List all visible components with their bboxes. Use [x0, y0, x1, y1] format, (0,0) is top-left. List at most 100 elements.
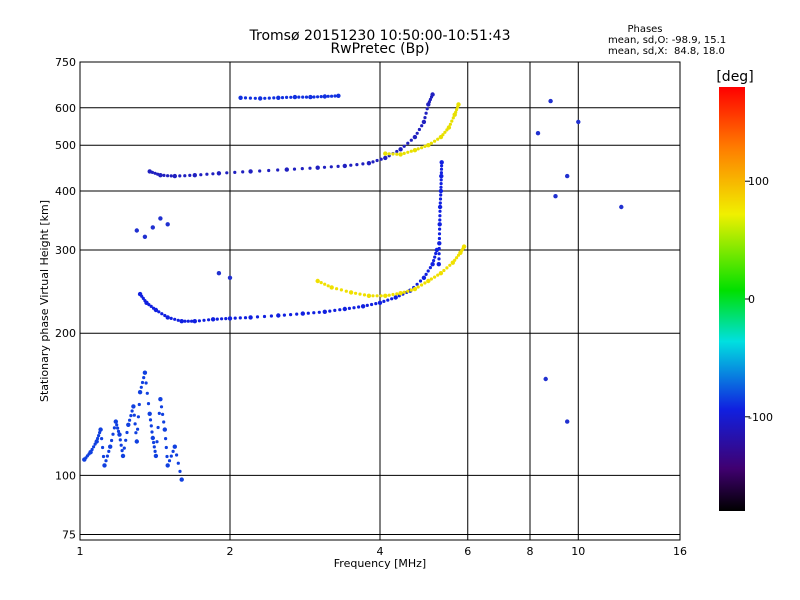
data-point — [284, 167, 289, 172]
data-point — [348, 290, 354, 295]
data-point — [113, 419, 119, 424]
data-point — [142, 370, 148, 375]
data-point — [330, 94, 334, 98]
data-point — [361, 162, 365, 166]
data-point — [149, 304, 153, 308]
data-point — [300, 167, 304, 171]
data-point — [391, 292, 395, 297]
data-point — [258, 169, 262, 173]
data-point — [308, 94, 313, 100]
data-point — [329, 285, 334, 290]
data-point — [354, 291, 358, 295]
data-point — [158, 173, 163, 178]
y-tick-label: 200 — [55, 327, 76, 340]
data-point — [409, 288, 413, 292]
data-point — [456, 102, 461, 107]
data-point — [192, 319, 197, 324]
data-point — [199, 173, 203, 177]
y-tick-labels: 75 100 200 300 400 500 600 750 — [55, 56, 76, 541]
data-point — [243, 96, 248, 100]
data-point — [424, 111, 428, 115]
phase-info-heading: Phases — [627, 24, 662, 35]
data-point — [139, 385, 143, 389]
phase-info-o-mode: mean, sd,O: -98.9, 15.1 — [608, 35, 726, 46]
data-point — [253, 96, 257, 100]
data-point — [370, 302, 374, 307]
data-point — [454, 110, 458, 114]
data-point — [262, 314, 267, 319]
data-point — [276, 313, 281, 318]
data-point — [576, 119, 581, 125]
data-point — [453, 258, 457, 262]
data-point — [152, 445, 156, 449]
plot-frame — [79, 61, 681, 541]
data-point — [140, 380, 145, 385]
data-point — [322, 94, 327, 99]
data-point — [216, 171, 222, 176]
data-point — [439, 160, 444, 165]
data-point — [450, 260, 455, 265]
series-trace — [147, 92, 435, 179]
data-point — [130, 409, 134, 413]
data-point — [362, 293, 367, 297]
grid-lines — [80, 62, 680, 540]
data-point — [119, 443, 123, 447]
data-point — [215, 317, 219, 321]
data-point — [147, 169, 152, 174]
data-point — [619, 204, 624, 210]
data-point — [426, 269, 430, 273]
data-point — [227, 275, 233, 280]
data-point — [134, 431, 138, 435]
data-point — [421, 119, 427, 125]
data-point — [424, 272, 428, 276]
data-point — [395, 292, 399, 296]
data-point — [108, 444, 113, 449]
data-point — [430, 92, 435, 97]
data-point — [438, 214, 442, 218]
data-point — [375, 158, 379, 163]
data-point — [145, 391, 149, 395]
data-point — [425, 107, 429, 111]
data-point — [442, 268, 446, 273]
colorbar — [719, 87, 745, 511]
data-point — [323, 282, 327, 286]
data-point — [126, 422, 131, 427]
data-point — [188, 173, 192, 177]
data-point — [158, 216, 163, 221]
data-point — [360, 304, 366, 309]
data-point — [97, 434, 101, 438]
data-point — [175, 453, 179, 457]
data-point — [150, 170, 154, 174]
data-point — [391, 152, 395, 156]
data-point — [461, 244, 467, 249]
data-point — [553, 194, 558, 199]
data-point — [336, 93, 341, 99]
data-point — [371, 160, 375, 164]
data-point — [224, 317, 228, 321]
colorbar-tick-label: 100 — [748, 175, 769, 188]
data-point — [176, 318, 180, 322]
data-point — [190, 319, 194, 323]
data-point — [276, 95, 281, 101]
y-axis-label: Stationary phase Virtual Height [km] — [38, 200, 51, 402]
data-point — [437, 257, 441, 261]
x-axis-label: Frequency [MHz] — [334, 557, 426, 570]
data-point — [395, 149, 399, 154]
data-point — [178, 174, 182, 178]
data-point — [134, 228, 139, 233]
data-point — [164, 437, 168, 441]
data-point — [565, 419, 570, 424]
x-tick-label: 16 — [673, 545, 687, 558]
data-point — [420, 283, 424, 287]
data-point — [153, 171, 157, 175]
data-point — [107, 449, 111, 453]
data-point — [144, 381, 148, 385]
data-point — [439, 178, 443, 182]
data-point — [104, 459, 108, 463]
data-point — [164, 445, 168, 450]
data-point — [162, 427, 167, 432]
data-point — [439, 185, 443, 189]
data-point — [289, 313, 293, 317]
data-point — [186, 319, 190, 323]
